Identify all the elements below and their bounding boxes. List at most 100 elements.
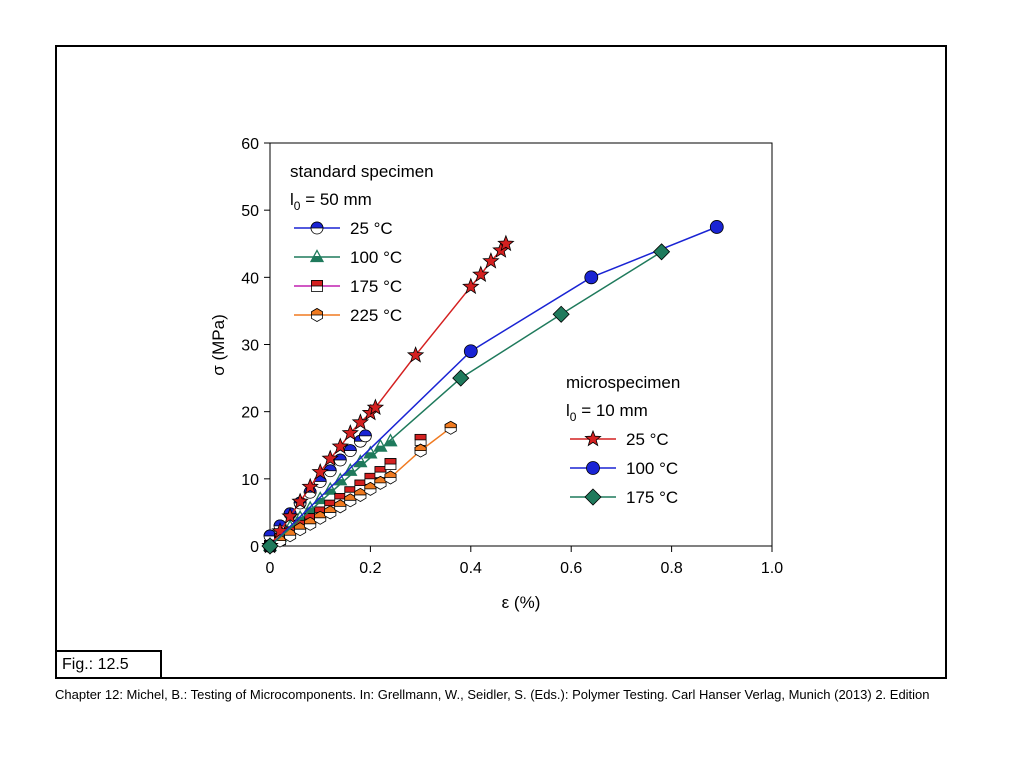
- data-point-fill: [384, 470, 397, 478]
- y-tick-label: 20: [241, 405, 259, 422]
- data-point-fill: [334, 499, 347, 507]
- legend-label: 25 °C: [626, 430, 669, 449]
- figure-caption: Chapter 12: Michel, B.: Testing of Micro…: [55, 687, 930, 702]
- data-point: [291, 492, 309, 509]
- legend-marker-fill: [310, 221, 324, 229]
- data-point: [482, 252, 500, 269]
- legend-title: standard specimen: [290, 162, 434, 181]
- legend-marker: [584, 488, 602, 506]
- data-point-fill: [364, 481, 377, 490]
- axis-ticks: 0 0.2 0.4 0.6 0.8 1.0 0 10 20 30 40 50 60: [241, 136, 783, 577]
- series-line: [269, 251, 662, 547]
- legend-entry: 225 °C: [294, 306, 402, 325]
- data-point-fill: [354, 479, 367, 486]
- x-axis-label: ε (%): [502, 593, 541, 612]
- legend-length: l0 = 50 mm: [290, 190, 372, 213]
- data-point: [463, 344, 478, 359]
- data-point-fill: [384, 440, 397, 446]
- series-micro-star: [261, 234, 515, 554]
- legend-label: 225 °C: [350, 306, 402, 325]
- x-tick-label: 0.2: [359, 560, 381, 577]
- data-point-fill: [304, 516, 317, 525]
- legend-label: 175 °C: [350, 277, 402, 296]
- data-point-fill: [364, 452, 377, 458]
- data-point-fill: [324, 499, 337, 507]
- data-point: [261, 537, 279, 555]
- y-tick-label: 10: [241, 472, 259, 489]
- legend-entry: 25 °C: [294, 219, 393, 238]
- legend-entry: 175 °C: [294, 277, 402, 296]
- data-point: [497, 234, 515, 252]
- legend-marker: [584, 429, 602, 447]
- data-point-fill: [314, 510, 327, 519]
- data-point-fill: [414, 433, 427, 441]
- data-point-fill: [414, 443, 427, 452]
- data-point-fill: [344, 486, 357, 493]
- data-point-fill: [344, 493, 357, 501]
- data-point: [709, 220, 724, 234]
- y-tick-label: 60: [241, 136, 259, 153]
- data-point: [584, 270, 599, 285]
- legend-marker-fill: [311, 256, 323, 262]
- legend-marker-fill: [310, 308, 324, 316]
- legends: standard specimen l0 = 50 mm 25 °C 100 °C 17…: [290, 162, 680, 507]
- data-point: [311, 462, 329, 480]
- figure-label: Fig.: 12.5: [55, 650, 162, 679]
- data-point-fill: [324, 505, 337, 513]
- legend-entry: 100 °C: [570, 459, 678, 478]
- x-tick-label: 0.8: [660, 560, 682, 577]
- data-point-fill: [444, 420, 457, 429]
- data-point: [321, 449, 339, 467]
- data-point: [281, 507, 299, 524]
- data-point: [652, 243, 671, 261]
- data-point: [472, 265, 490, 283]
- legend-label: 175 °C: [626, 488, 678, 507]
- data-point-fill: [374, 475, 387, 484]
- y-tick-label: 50: [241, 203, 259, 220]
- legend-marker-fill: [311, 280, 323, 287]
- figure-frame: [55, 45, 947, 679]
- data-point-fill: [334, 493, 347, 500]
- data-point: [351, 413, 370, 430]
- data-point-fill: [374, 466, 387, 473]
- data-point: [552, 305, 570, 323]
- y-tick-label: 40: [241, 270, 259, 287]
- legend-entry: 100 °C: [294, 248, 402, 267]
- data-point: [341, 424, 359, 441]
- data-point: [462, 277, 480, 295]
- legend-marker: [586, 461, 600, 475]
- legend-title: microspecimen: [566, 373, 680, 392]
- legend-right: microspecimen l0 = 10 mm 25 °C 100 °C 175 °C: [566, 373, 680, 507]
- y-tick-label: 0: [250, 539, 259, 556]
- x-tick-label: 0.6: [560, 560, 582, 577]
- legend-label: 100 °C: [626, 459, 678, 478]
- data-point-fill: [343, 444, 357, 452]
- x-tick-label: 0: [266, 560, 275, 577]
- series-layer: [261, 220, 724, 555]
- data-point-fill: [294, 522, 307, 530]
- data-point: [366, 398, 385, 416]
- data-point: [406, 346, 425, 363]
- data-point: [301, 477, 319, 495]
- legend-length: l0 = 10 mm: [566, 401, 648, 424]
- series-micro-diamond: [261, 243, 671, 555]
- data-point-fill: [354, 487, 367, 496]
- x-tick-label: 1.0: [761, 560, 783, 577]
- data-point-fill: [384, 458, 397, 465]
- legend-entry: 25 °C: [570, 429, 669, 449]
- y-tick-label: 30: [241, 338, 259, 355]
- data-point-fill: [354, 461, 367, 467]
- data-point: [331, 437, 349, 455]
- data-point: [452, 369, 470, 387]
- data-point-fill: [358, 429, 372, 437]
- legend-top-left: standard specimen l0 = 50 mm 25 °C 100 °C 17…: [290, 162, 434, 325]
- y-axis-label: σ (MPa): [209, 314, 228, 376]
- legend-entry: 175 °C: [570, 488, 678, 507]
- legend-label: 25 °C: [350, 219, 393, 238]
- data-point: [271, 522, 289, 539]
- series-standard-half-hexagon: [263, 420, 457, 553]
- x-tick-label: 0.4: [460, 560, 482, 577]
- data-point-fill: [364, 472, 377, 480]
- legend-label: 100 °C: [350, 248, 402, 267]
